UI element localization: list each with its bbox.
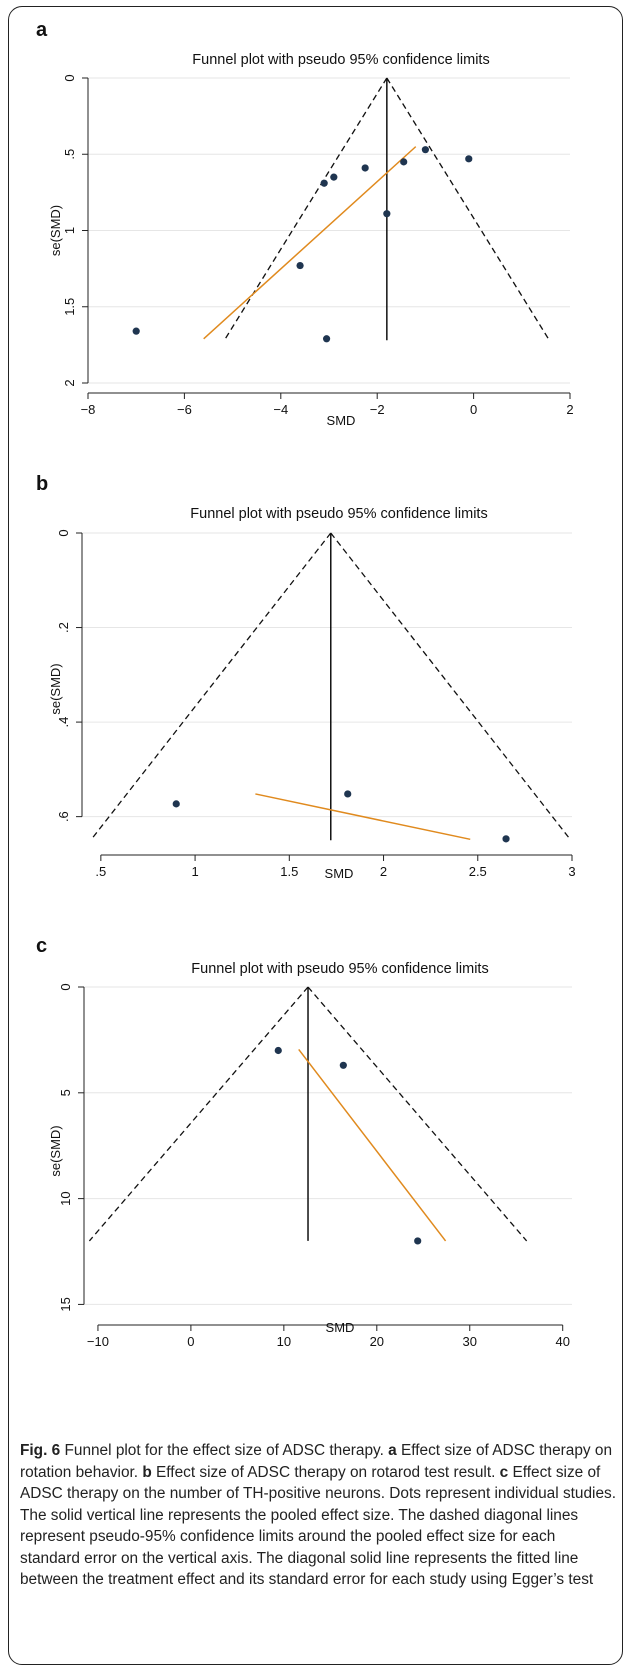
study-point [400, 158, 408, 166]
y-tick-label: .2 [56, 622, 71, 633]
panel-letter: a [36, 19, 48, 41]
x-axis-label: SMD [326, 1320, 355, 1335]
panel-letter: c [36, 935, 47, 957]
study-point [296, 261, 304, 270]
figure-frame [8, 6, 623, 1665]
y-axis-label: se(SMD) [48, 663, 63, 714]
study-point [330, 173, 338, 181]
x-tick-label: 2 [380, 864, 387, 879]
caption-b-text: Effect size of ADSC therapy on rotarod t… [151, 1463, 500, 1481]
funnel-plot-c: c Funnel plot with pseudo 95% confidence … [36, 935, 572, 1349]
x-tick-label: .5 [95, 864, 106, 879]
caption-c-label: c [499, 1463, 509, 1481]
x-tick-label: 10 [277, 1334, 291, 1349]
y-tick-label: 5 [58, 1089, 73, 1096]
y-tick-label: .5 [62, 149, 77, 160]
x-axis-label: SMD [327, 413, 356, 428]
funnel-plot-b: b Funnel plot with pseudo 95% confidence … [36, 473, 576, 881]
x-tick-label: 0 [187, 1334, 194, 1349]
figure-caption: Fig. 6 Funnel plot for the effect size o… [20, 1440, 616, 1591]
y-tick-label: 2 [62, 379, 77, 386]
y-tick-label: .6 [56, 811, 71, 822]
ci-limit-left [88, 986, 309, 1242]
ci-limit-left [90, 532, 332, 841]
x-tick-label: 3 [568, 864, 575, 879]
x-tick-label: −2 [370, 402, 385, 417]
caption-c-text: Effect size of ADSC therapy on the numbe… [20, 1463, 616, 1589]
y-tick-label: 1.5 [62, 298, 77, 316]
study-point [132, 327, 140, 335]
x-tick-label: 0 [470, 402, 477, 417]
study-point [320, 179, 328, 187]
study-point [502, 835, 510, 843]
y-tick-label: 0 [56, 529, 71, 536]
egger-line [203, 146, 417, 340]
study-point [339, 1061, 347, 1069]
y-tick-label: 10 [58, 1191, 73, 1205]
study-point [421, 146, 429, 154]
x-tick-label: −6 [177, 402, 192, 417]
x-axis-label: SMD [325, 866, 354, 881]
study-point [465, 155, 473, 163]
caption-a-text: Effect size of ADSC therapy on rotation … [20, 1442, 612, 1481]
study-point [414, 1237, 422, 1245]
ci-limit-left [223, 77, 388, 341]
x-tick-label: 30 [463, 1334, 477, 1349]
study-point [383, 210, 391, 218]
ci-limit-right [330, 532, 572, 841]
x-tick-label: 40 [555, 1334, 569, 1349]
chart-title: Funnel plot with pseudo 95% confidence l… [190, 506, 487, 522]
study-point [361, 164, 369, 172]
chart-title: Funnel plot with pseudo 95% confidence l… [191, 961, 488, 977]
y-axis-label: se(SMD) [48, 1125, 63, 1176]
caption-b-label: b [142, 1463, 152, 1481]
x-tick-label: −10 [87, 1334, 109, 1349]
x-tick-label: −4 [273, 402, 288, 417]
study-point [172, 800, 180, 808]
y-tick-label: 0 [62, 74, 77, 81]
y-tick-label: 15 [58, 1297, 73, 1311]
x-tick-label: 20 [370, 1334, 384, 1349]
egger-line [298, 1048, 447, 1242]
y-axis-label: se(SMD) [48, 205, 63, 256]
ci-limit-right [386, 77, 550, 341]
x-tick-label: 2 [566, 402, 573, 417]
x-tick-label: 2.5 [469, 864, 487, 879]
ci-limit-right [307, 986, 528, 1242]
funnel-plot-a: a Funnel plot with pseudo 95% confidence … [36, 19, 574, 428]
chart-title: Funnel plot with pseudo 95% confidence l… [192, 52, 489, 68]
study-point [274, 1046, 282, 1055]
panel-letter: b [36, 473, 48, 495]
y-tick-label: .4 [56, 717, 71, 728]
caption-a-label: a [388, 1442, 397, 1459]
egger-line [255, 793, 471, 841]
caption-intro: Funnel plot for the effect size of ADSC … [60, 1442, 389, 1459]
study-point [344, 790, 352, 798]
x-tick-label: 1.5 [280, 864, 298, 879]
y-tick-label: 1 [62, 227, 77, 234]
x-tick-label: −8 [81, 402, 96, 417]
y-tick-label: 0 [58, 983, 73, 990]
x-tick-label: 1 [191, 864, 198, 879]
study-point [322, 335, 331, 343]
caption-fig-label: Fig. 6 [20, 1442, 61, 1459]
